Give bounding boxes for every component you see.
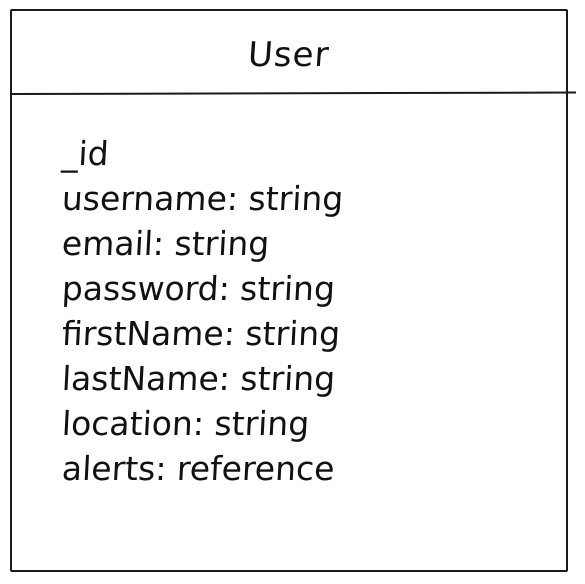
field-alerts: alerts: reference (60, 449, 336, 488)
entity-field-list: _id username: string email: string passw… (60, 131, 345, 491)
field-email: email: string (60, 224, 271, 263)
entity-header: User (12, 11, 566, 95)
field-password: password: string (60, 269, 337, 308)
field-location: location: string (60, 404, 311, 443)
field-first-name: firstName: string (60, 314, 342, 353)
user-entity-box: User _id username: string email: string … (10, 9, 568, 572)
entity-title: User (246, 35, 332, 75)
field-last-name: lastName: string (60, 359, 337, 398)
field-username: username: string (60, 179, 345, 218)
field-id: _id (60, 134, 110, 173)
